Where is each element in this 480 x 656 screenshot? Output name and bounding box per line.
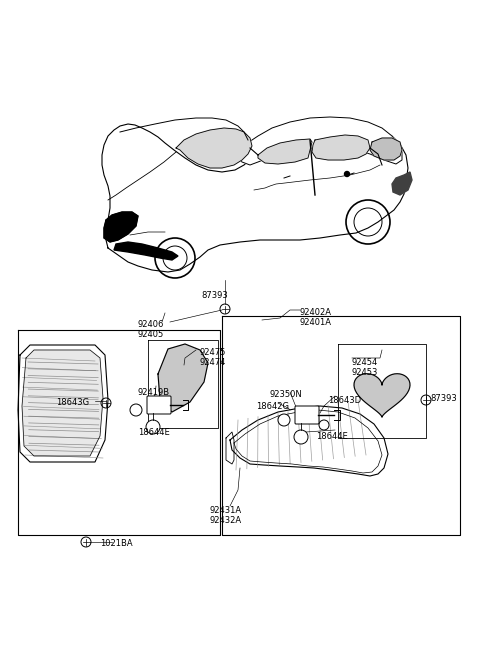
- Circle shape: [319, 420, 329, 430]
- Text: 92405: 92405: [138, 330, 164, 339]
- Text: 92454: 92454: [352, 358, 378, 367]
- Circle shape: [294, 430, 308, 444]
- FancyBboxPatch shape: [147, 396, 171, 414]
- Text: 18643D: 18643D: [328, 396, 361, 405]
- Text: 92453: 92453: [352, 368, 378, 377]
- Text: 18643G: 18643G: [56, 398, 89, 407]
- Text: 92350N: 92350N: [270, 390, 303, 399]
- Polygon shape: [258, 139, 312, 164]
- Polygon shape: [392, 172, 412, 195]
- Circle shape: [345, 171, 349, 176]
- Polygon shape: [104, 212, 138, 242]
- Text: 92406: 92406: [138, 320, 164, 329]
- Text: 18644E: 18644E: [316, 432, 348, 441]
- Polygon shape: [370, 138, 402, 160]
- Polygon shape: [158, 344, 208, 412]
- Circle shape: [146, 420, 160, 434]
- Text: 92419B: 92419B: [138, 388, 170, 397]
- Polygon shape: [176, 128, 252, 168]
- Text: 18642G: 18642G: [256, 402, 289, 411]
- Polygon shape: [226, 432, 234, 464]
- Text: 92401A: 92401A: [300, 318, 332, 327]
- Polygon shape: [230, 406, 388, 476]
- Polygon shape: [18, 345, 108, 462]
- Polygon shape: [354, 374, 410, 417]
- Polygon shape: [22, 350, 103, 456]
- Circle shape: [278, 414, 290, 426]
- Text: 87393: 87393: [202, 291, 228, 300]
- Text: 92474: 92474: [200, 358, 227, 367]
- Text: 92402A: 92402A: [300, 308, 332, 317]
- Text: 1021BA: 1021BA: [100, 539, 132, 548]
- Text: 18644E: 18644E: [138, 428, 170, 437]
- Text: 92475: 92475: [200, 348, 227, 357]
- Text: 92431A: 92431A: [210, 506, 242, 515]
- Text: 87393: 87393: [430, 394, 457, 403]
- Polygon shape: [312, 135, 370, 160]
- Polygon shape: [102, 120, 408, 272]
- Text: 92432A: 92432A: [210, 516, 242, 525]
- Polygon shape: [236, 117, 402, 165]
- FancyBboxPatch shape: [295, 406, 319, 424]
- Circle shape: [130, 404, 142, 416]
- Polygon shape: [114, 242, 178, 260]
- Text: Kia: Kia: [143, 237, 153, 243]
